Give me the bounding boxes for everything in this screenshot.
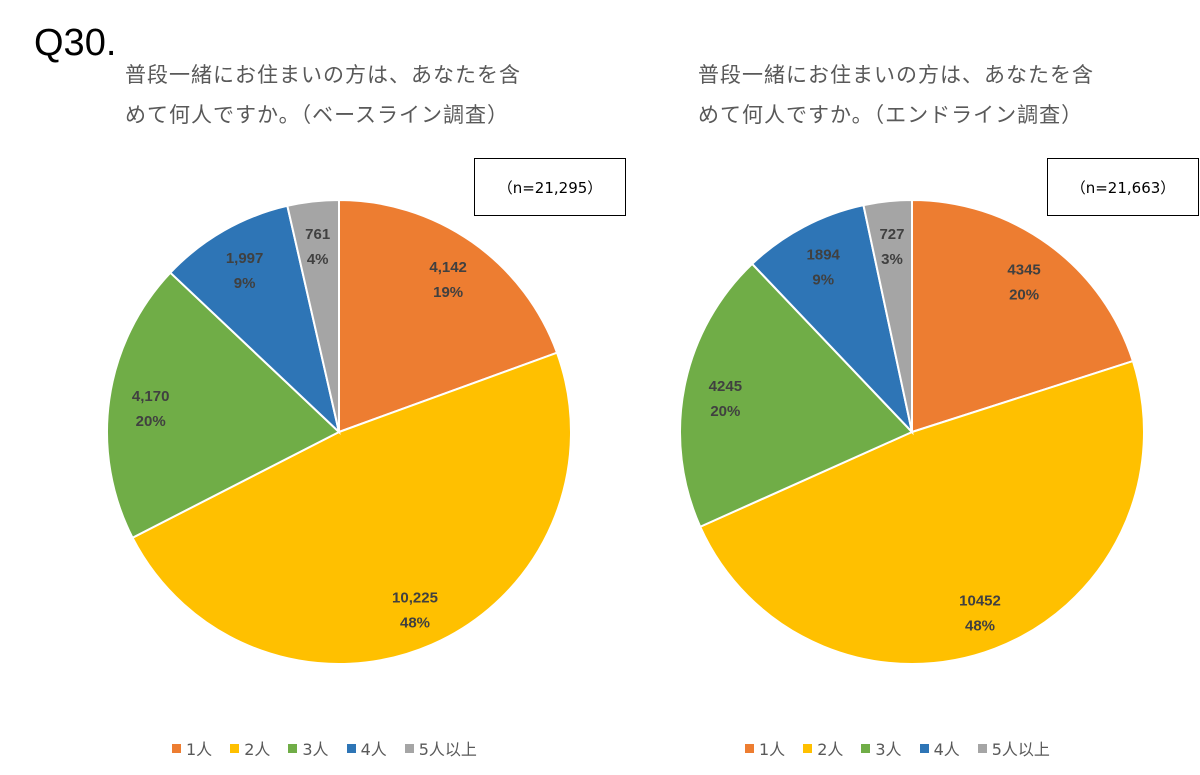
legend-label: 3人: [875, 740, 902, 759]
data-label-value: 4345: [1007, 261, 1040, 278]
chart-title-endline: 普段一緒にお住まいの方は、あなたを含 めて何人ですか。（エンドライン調査）: [698, 55, 1094, 135]
legend-item: 5人以上: [977, 736, 1050, 760]
data-label-value: 1,997: [226, 250, 264, 267]
pie-slice-1: [338, 198, 559, 434]
legend-item: 5人以上: [404, 736, 477, 760]
pie-slice-5: [862, 198, 913, 433]
data-label-percent: 19%: [433, 284, 463, 301]
legend-swatch: [230, 743, 240, 753]
legend-swatch: [803, 743, 813, 753]
data-label-value: 4,142: [429, 259, 467, 276]
legend-baseline: 1人 2人 3人 4人 5人以上: [172, 736, 477, 760]
legend-label: 2人: [817, 740, 844, 759]
legend-swatch: [977, 743, 987, 753]
sample-size-box-baseline: （n=21,295）: [474, 158, 626, 216]
data-label-value: 761: [305, 226, 330, 243]
question-number: Q30.: [34, 22, 117, 64]
title-line-1: 普段一緒にお住まいの方は、あなたを含: [698, 63, 1094, 87]
legend-swatch: [745, 743, 754, 753]
sample-size-box-endline: （n=21,663）: [1047, 158, 1199, 216]
pie-slice-2: [698, 359, 1145, 665]
legend-label: 5人以上: [418, 740, 477, 759]
legend-label: 2人: [244, 740, 271, 759]
pie-slice-5: [286, 198, 340, 433]
pie-slice-1: [911, 198, 1135, 434]
legend-item: 1人: [172, 736, 212, 760]
data-label-percent: 20%: [136, 413, 166, 430]
legend-swatch: [346, 743, 356, 753]
data-label-value: 10452: [959, 593, 1001, 610]
title-line-1: 普段一緒にお住まいの方は、あなたを含: [125, 63, 521, 87]
legend-item: 1人: [745, 736, 785, 760]
data-label-percent: 48%: [400, 614, 430, 631]
legend-swatch: [288, 743, 298, 753]
title-line-2: めて何人ですか。（ベースライン調査）: [125, 103, 510, 127]
title-line-2: めて何人ですか。（エンドライン調査）: [698, 103, 1084, 127]
pie-slice-3: [106, 271, 341, 540]
data-label-percent: 20%: [710, 403, 740, 420]
legend-swatch: [861, 743, 871, 753]
pie-slice-4: [168, 204, 341, 435]
data-label-percent: 4%: [307, 251, 329, 268]
pie-slice-2: [131, 351, 572, 665]
data-label-percent: 48%: [965, 618, 995, 635]
legend-item: 2人: [230, 736, 270, 760]
legend-swatch: [172, 743, 181, 753]
legend-item: 2人: [803, 736, 843, 760]
pie-slice-3: [679, 262, 914, 529]
legend-swatch: [919, 743, 929, 753]
legend-item: 4人: [346, 736, 387, 760]
data-label-value: 4,170: [132, 388, 170, 405]
legend-item: 3人: [861, 736, 902, 760]
data-label-percent: 3%: [881, 251, 903, 268]
legend-item: 4人: [919, 736, 960, 760]
data-label-value: 1894: [807, 247, 841, 264]
pie-slice-4: [750, 203, 914, 436]
data-label-value: 10,225: [392, 589, 438, 606]
legend-label: 4人: [360, 740, 387, 759]
legend-endline: 1人 2人 3人 4人 5人以上: [745, 736, 1050, 760]
legend-label: 3人: [302, 740, 329, 759]
legend-swatch: [404, 743, 414, 753]
data-label-percent: 20%: [1009, 286, 1039, 303]
legend-item: 3人: [288, 736, 329, 760]
legend-label: 1人: [759, 740, 786, 759]
legend-label: 1人: [186, 740, 213, 759]
data-label-percent: 9%: [234, 275, 256, 292]
chart-title-baseline: 普段一緒にお住まいの方は、あなたを含 めて何人ですか。（ベースライン調査）: [125, 55, 521, 135]
data-label-value: 727: [879, 226, 904, 243]
data-label-percent: 9%: [812, 272, 834, 289]
legend-label: 5人以上: [991, 740, 1050, 759]
legend-label: 4人: [933, 740, 960, 759]
data-label-value: 4245: [709, 378, 742, 395]
